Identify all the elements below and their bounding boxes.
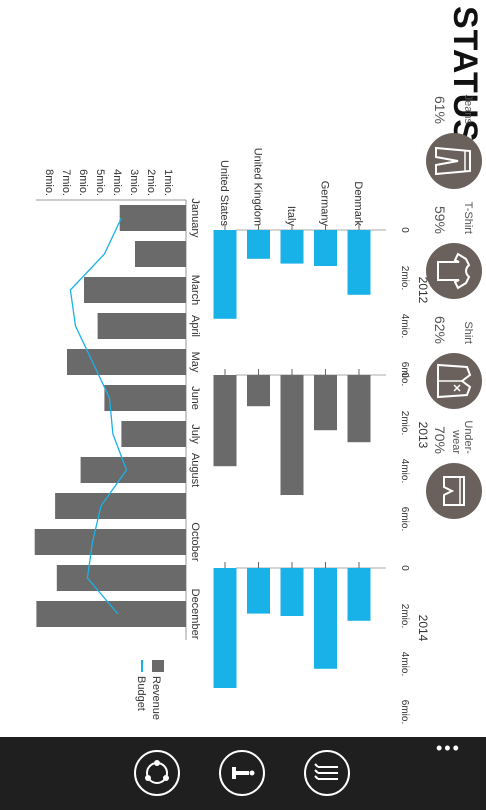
country-bar <box>347 230 371 295</box>
product-label: T-Shirt <box>462 201 474 234</box>
revenue-bar <box>34 529 186 555</box>
product-circle <box>426 353 482 409</box>
month-label: December <box>189 589 201 640</box>
axis-tick-label: 2mio. <box>399 266 410 290</box>
country-bar <box>213 568 237 688</box>
month-label: July <box>189 424 201 444</box>
panel-year-label: 2013 <box>416 422 430 449</box>
month-label: August <box>189 453 201 487</box>
axis-tick-label: 4mio. <box>111 169 123 196</box>
revenue-bar <box>84 277 186 303</box>
axis-tick-label: 6mio. <box>399 507 410 531</box>
revenue-bar <box>135 241 186 267</box>
revenue-bar <box>67 349 186 375</box>
product-circle <box>426 133 482 189</box>
product-label: Jeans <box>462 94 474 124</box>
category-label: United Kingdom <box>252 148 264 226</box>
axis-tick-label: 6mio. <box>77 169 89 196</box>
tshirt-icon <box>437 252 471 290</box>
axis-tick-label: 7mio. <box>60 169 72 196</box>
country-bar <box>314 568 337 669</box>
axis-tick-label: 2mio. <box>399 604 410 628</box>
axis-tick-label: 1mio. <box>162 169 174 196</box>
axis-tick-label: 6mio. <box>399 362 410 386</box>
axis-tick-label: 6mio. <box>399 700 410 724</box>
axis-tick-label: 4mio. <box>399 314 410 338</box>
product-circle <box>426 463 482 519</box>
revenue-bar <box>119 205 186 231</box>
more-icon[interactable]: ••• <box>436 738 461 758</box>
info-button[interactable] <box>219 750 265 796</box>
axis-tick-label: 5mio. <box>94 169 106 196</box>
month-label: October <box>189 522 201 561</box>
axis-tick-label: 0 <box>399 227 410 233</box>
legend-revenue-label: Revenue <box>150 676 162 720</box>
info-icon <box>232 767 255 779</box>
month-label: May <box>189 352 201 373</box>
axis-tick-label: 4mio. <box>399 459 410 483</box>
product-percent: 61% <box>432 95 448 124</box>
revenue-bar <box>97 313 186 339</box>
revenue-bar <box>36 601 186 627</box>
category-label: United States <box>218 160 230 227</box>
legend-budget-label: Budget <box>135 676 147 711</box>
country-bar <box>280 375 304 495</box>
revenue-bar <box>121 421 186 447</box>
country-bar <box>280 230 304 264</box>
country-bar <box>247 230 270 259</box>
axis-tick-label: 2mio. <box>145 169 157 196</box>
product-percent: 62% <box>432 315 448 344</box>
country-bar <box>314 375 337 431</box>
month-label: March <box>189 275 201 306</box>
legend-revenue-swatch <box>152 660 164 672</box>
list-button[interactable] <box>304 750 350 796</box>
axis-tick-label: 4mio. <box>399 652 410 676</box>
category-label: Denmark <box>352 181 364 226</box>
axis-tick-label: 3mio. <box>128 169 140 196</box>
underwear-icon <box>443 476 465 506</box>
country-bar <box>347 568 371 621</box>
product-circle <box>426 243 482 299</box>
revenue-bar <box>56 565 186 591</box>
list-icon <box>314 763 338 780</box>
country-bar <box>247 375 270 407</box>
axis-tick-label: 0 <box>399 565 410 571</box>
revenue-bar <box>80 457 186 483</box>
month-label: April <box>189 315 201 337</box>
axis-tick-label: 2mio. <box>399 411 410 435</box>
country-bar <box>347 375 371 443</box>
category-label: Germany <box>319 181 331 227</box>
revenue-bar <box>104 385 186 411</box>
category-label: Italy <box>285 206 297 227</box>
app-bar: ••• <box>0 737 486 810</box>
country-bar <box>314 230 337 266</box>
axis-tick-label: 8mio. <box>43 169 55 196</box>
product-label: Shirt <box>462 321 474 344</box>
jeans-icon <box>435 146 471 176</box>
product-percent: 59% <box>432 205 448 234</box>
country-bar <box>213 230 237 319</box>
share-button[interactable] <box>134 750 180 796</box>
budget-line <box>69 217 128 615</box>
product-label: Under- wear <box>450 420 474 454</box>
revenue-bar <box>55 493 186 519</box>
country-bar <box>213 375 237 467</box>
month-label: June <box>189 386 201 410</box>
month-label: January <box>189 198 201 238</box>
country-bar <box>247 568 270 614</box>
share-icon <box>145 760 169 784</box>
shirt-icon <box>437 363 472 399</box>
panel-year-label: 2014 <box>416 615 430 642</box>
country-bar <box>280 568 304 616</box>
product-percent: 70% <box>432 425 448 454</box>
axis-tick-label: 0 <box>399 372 410 378</box>
